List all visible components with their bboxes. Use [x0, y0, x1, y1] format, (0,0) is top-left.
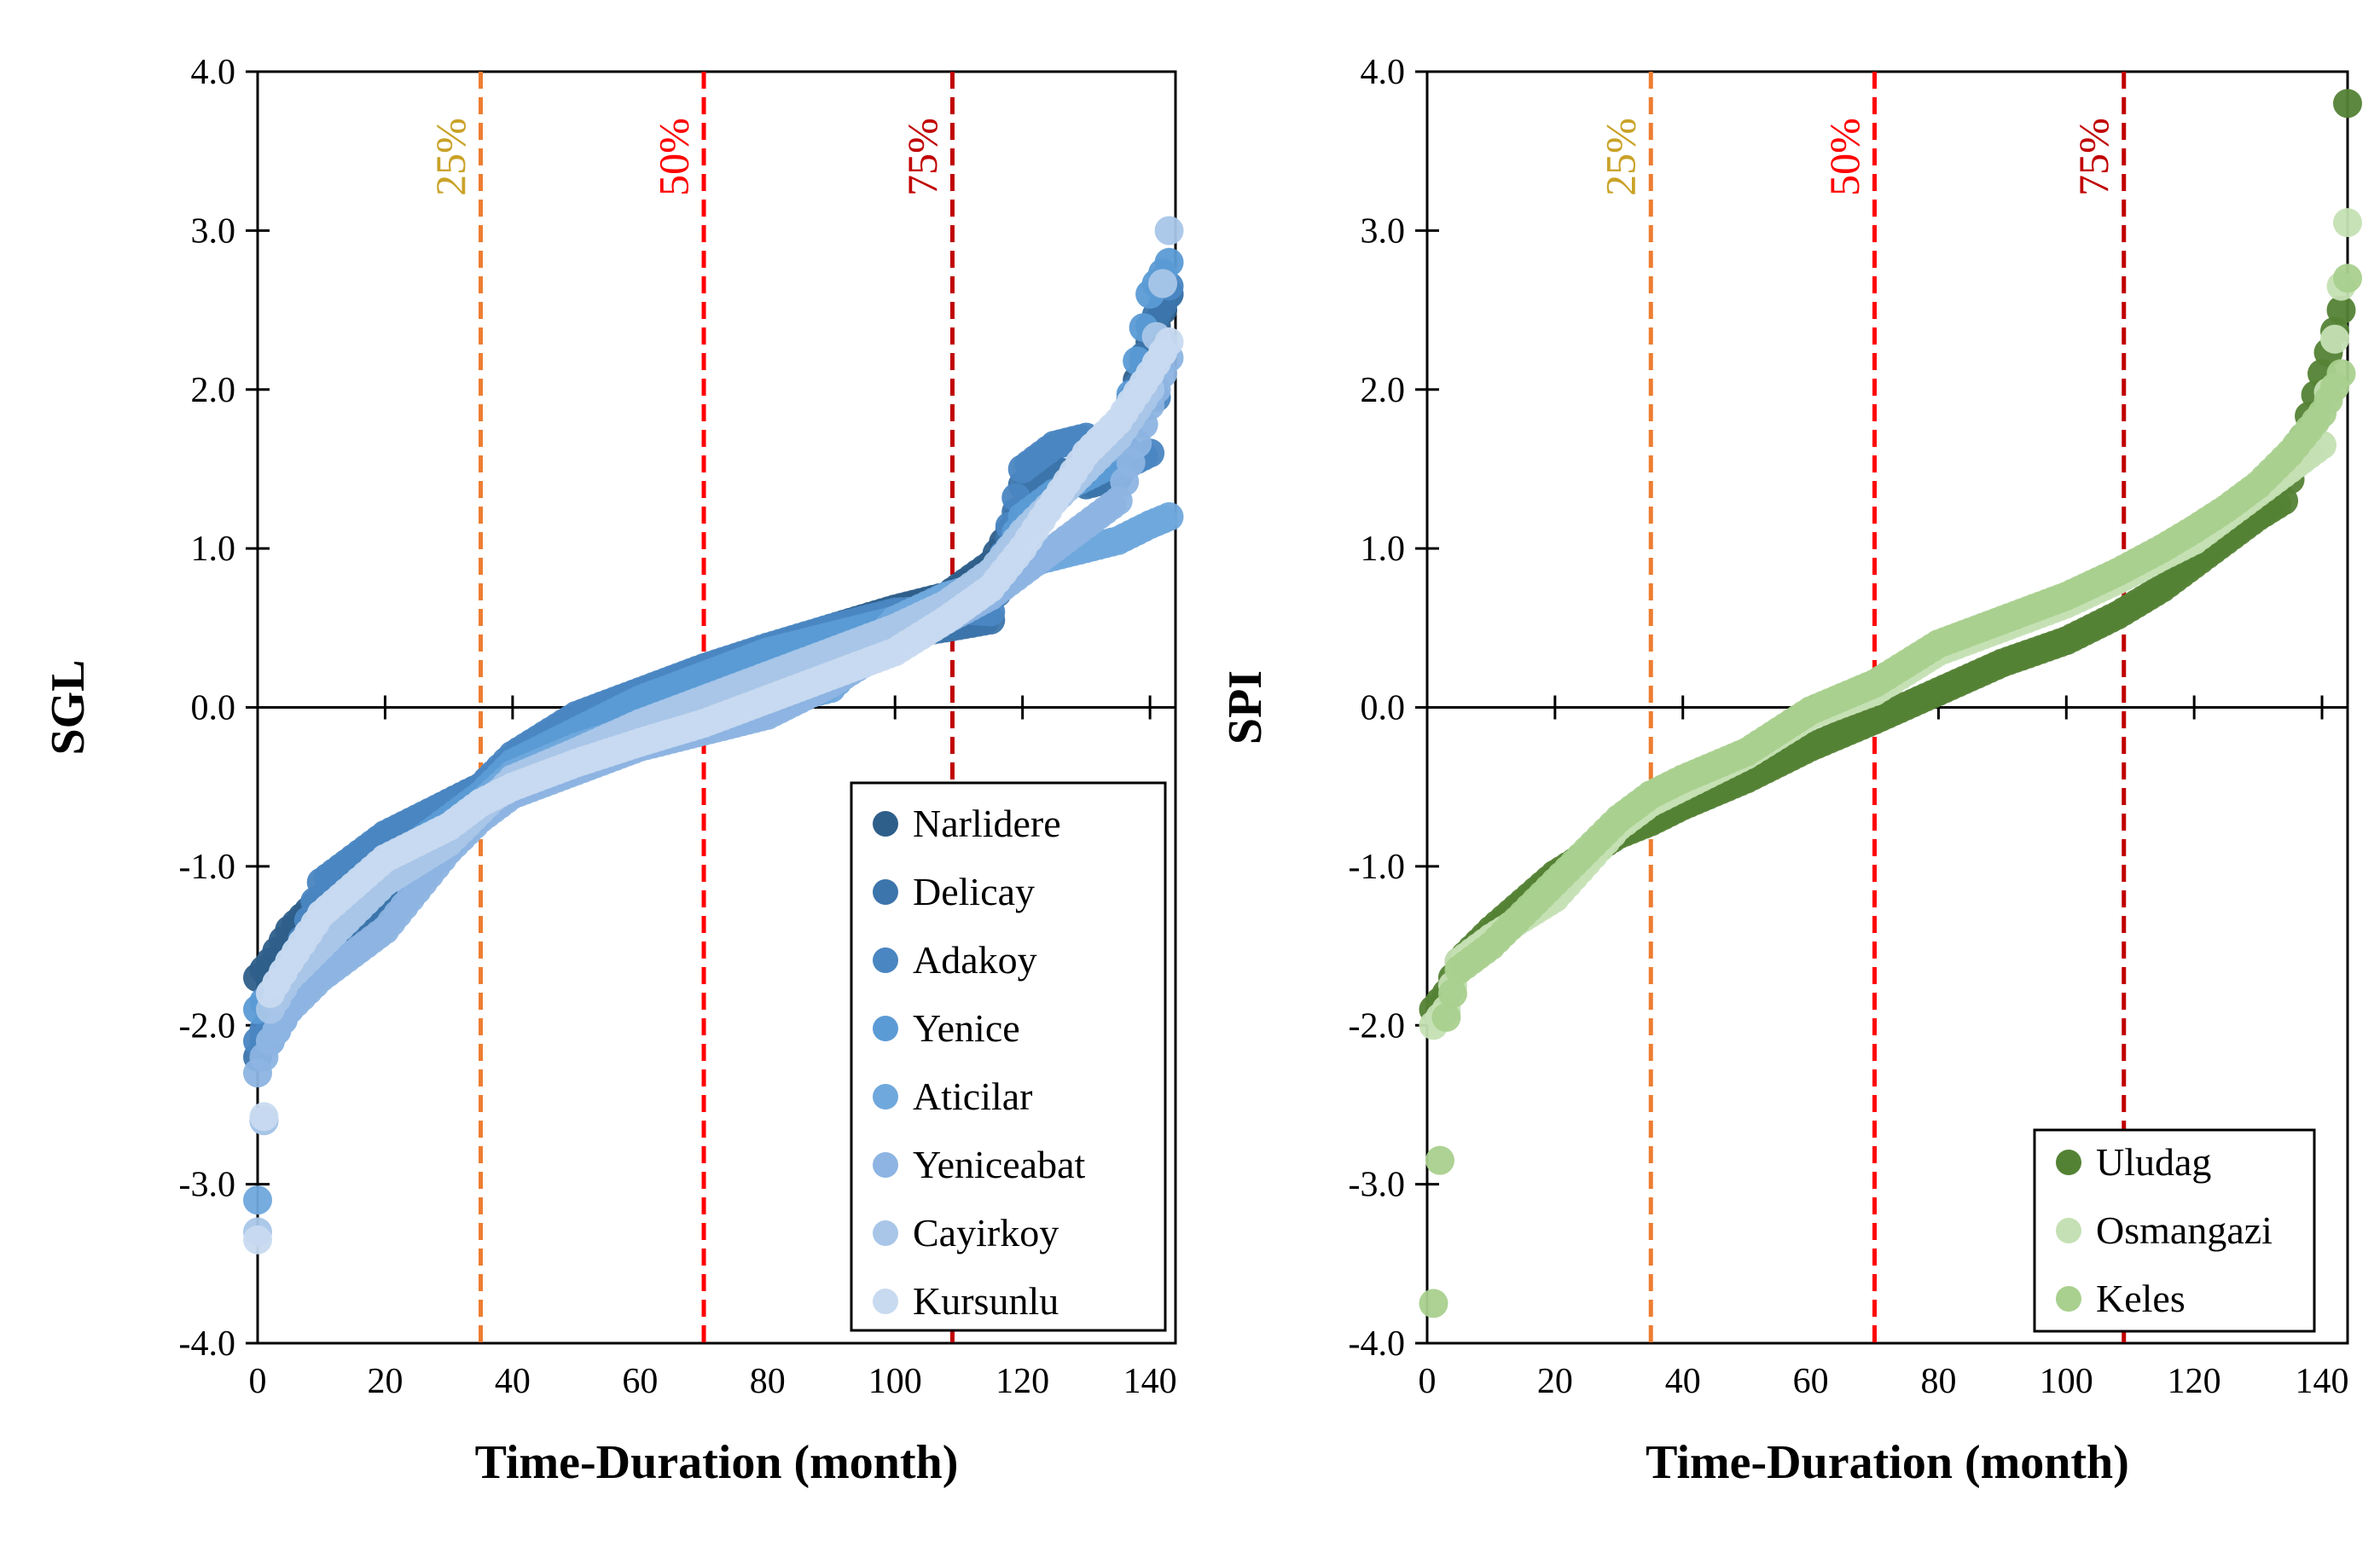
data-point	[249, 1102, 279, 1132]
legend-label: Yeniceabat	[913, 1143, 1085, 1186]
data-point	[1431, 1002, 1461, 1032]
data-point	[243, 1225, 272, 1254]
legend-label: Narlidere	[913, 802, 1061, 845]
x-axis-title: Time-Duration (month)	[1646, 1436, 2129, 1489]
series-kursunlu	[243, 327, 1184, 1254]
x-tick-label: 140	[2296, 1362, 2349, 1401]
y-tick-label: 2.0	[191, 371, 236, 410]
data-point	[2333, 89, 2362, 119]
series-osmangazi	[1419, 208, 2362, 1040]
data-point	[2326, 359, 2356, 389]
x-tick-label: 100	[868, 1362, 922, 1401]
x-tick-label: 100	[2040, 1362, 2093, 1401]
x-tick-label: 20	[1537, 1362, 1573, 1401]
y-tick-label: 4.0	[191, 53, 236, 92]
legend-label: Uludag	[2096, 1140, 2211, 1184]
legend-label: Keles	[2096, 1277, 2186, 1320]
legend-label: Aticilar	[913, 1075, 1033, 1118]
legend-marker	[2056, 1150, 2081, 1175]
data-point	[1425, 1145, 1454, 1175]
y-axis-title: SPI	[1219, 670, 1272, 745]
x-axis-title: Time-Duration (month)	[475, 1436, 959, 1489]
data-point	[2320, 324, 2350, 354]
legend-marker	[873, 1016, 898, 1041]
data-point	[2333, 208, 2362, 238]
data-point	[1437, 978, 1467, 1008]
legend-label: Delicay	[913, 870, 1035, 913]
legend-marker	[873, 879, 898, 905]
percentile-label-25: 25%	[427, 118, 474, 196]
percentile-label-75: 75%	[2069, 118, 2117, 196]
y-tick-label: -2.0	[1349, 1006, 1406, 1046]
percentile-label-50: 50%	[1820, 118, 1868, 196]
x-tick-label: 140	[1123, 1362, 1177, 1401]
x-tick-label: 60	[622, 1362, 658, 1401]
data-point	[1154, 501, 1184, 531]
y-tick-label: 1.0	[191, 530, 236, 569]
y-tick-label: 1.0	[1361, 530, 1406, 569]
y-tick-label: 0.0	[191, 689, 236, 728]
legend-marker	[873, 811, 898, 837]
y-tick-label: -4.0	[179, 1324, 236, 1364]
x-tick-label: 80	[750, 1362, 786, 1401]
data-point	[1148, 269, 1178, 298]
y-tick-label: -1.0	[1349, 848, 1406, 887]
legend-marker	[2056, 1286, 2081, 1312]
percentile-label-50: 50%	[650, 118, 698, 196]
x-tick-label: 0	[249, 1362, 267, 1401]
legend-marker	[2056, 1218, 2081, 1243]
x-tick-label: 120	[996, 1362, 1049, 1401]
legend: Uludag Osmangazi Keles	[2033, 1128, 2316, 1333]
legend-marker	[873, 1152, 898, 1178]
x-tick-label: 40	[495, 1362, 531, 1401]
y-tick-label: 3.0	[1361, 211, 1406, 251]
y-tick-label: -3.0	[1349, 1166, 1406, 1205]
legend-label: Cayirkoy	[913, 1211, 1059, 1254]
data-point	[243, 1185, 272, 1215]
x-tick-label: 80	[1920, 1362, 1956, 1401]
chart-1-group: 0 20 40 60 80 100 120 140 -4.0 -3.0 -2.0 -1.0 0.0 1.0…	[1219, 53, 2362, 1489]
x-tick-label: 60	[1793, 1362, 1829, 1401]
y-tick-label: -1.0	[179, 848, 236, 887]
y-axis-title: SGL	[42, 659, 95, 755]
x-tick-label: 120	[2168, 1362, 2221, 1401]
legend-label: Yenice	[913, 1006, 1020, 1050]
data-point	[2326, 295, 2356, 325]
y-tick-label: -4.0	[1349, 1324, 1406, 1364]
legend-marker	[873, 1220, 898, 1246]
y-tick-label: 0.0	[1361, 689, 1406, 728]
legend: Narlidere Delicay Adakoy Yenice Aticilar Yeni…	[850, 781, 1167, 1332]
data-point	[1154, 216, 1184, 246]
legend-label: Adakoy	[913, 938, 1037, 982]
data-point	[1419, 1289, 1448, 1318]
x-tick-label: 40	[1665, 1362, 1701, 1401]
percentile-label-25: 25%	[1597, 118, 1645, 196]
legend-label: Kursunlu	[913, 1279, 1059, 1323]
legend-label: Osmangazi	[2096, 1208, 2273, 1252]
y-tick-label: 2.0	[1361, 371, 1406, 410]
data-point	[1154, 327, 1184, 356]
legend-marker	[873, 1289, 898, 1314]
data-point	[2333, 264, 2362, 293]
y-tick-label: 4.0	[1361, 53, 1406, 92]
x-tick-label: 0	[1419, 1362, 1437, 1401]
y-tick-label: -2.0	[179, 1006, 236, 1046]
y-tick-label: 3.0	[191, 211, 236, 251]
y-tick-label: -3.0	[179, 1166, 236, 1205]
chart-0-group: 0 20 40 60 80 100 120 140 -4.0 -3.0 -2.0 -1.0 0.0 1.0…	[42, 53, 1184, 1489]
series-keles	[1419, 264, 2362, 1318]
legend-marker	[873, 947, 898, 973]
percentile-label-75: 75%	[898, 118, 946, 196]
legend-box	[850, 781, 1167, 1332]
legend-marker	[873, 1084, 898, 1110]
x-tick-label: 20	[367, 1362, 403, 1401]
